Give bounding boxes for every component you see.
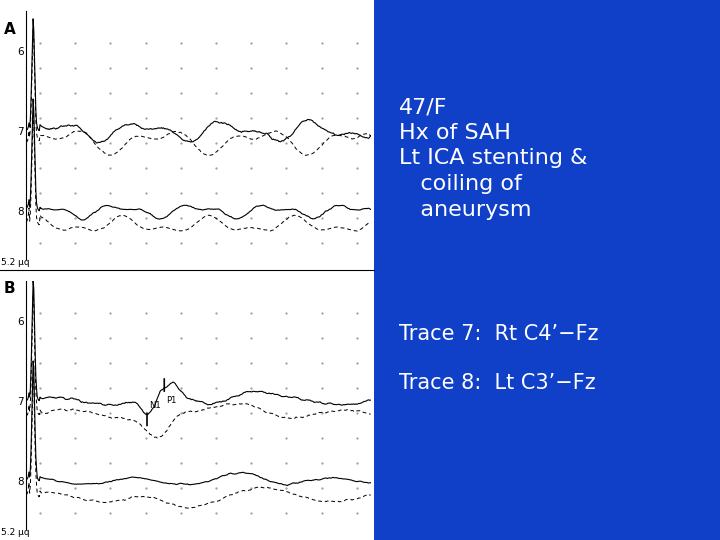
Text: Trace 8:  Lt C3’−Fz: Trace 8: Lt C3’−Fz	[399, 373, 595, 393]
Text: 5.2 μq: 5.2 μq	[1, 528, 30, 537]
Text: P1: P1	[166, 396, 176, 405]
Text: 5.2 μq: 5.2 μq	[1, 258, 30, 267]
Text: Trace 7:  Rt C4’−Fz: Trace 7: Rt C4’−Fz	[399, 324, 598, 344]
Text: 47/F
Hx of SAH
Lt ICA stenting &
   coiling of
   aneurysm: 47/F Hx of SAH Lt ICA stenting & coiling…	[399, 97, 587, 220]
Text: A: A	[4, 22, 15, 37]
Text: N1: N1	[149, 401, 161, 410]
Text: B: B	[4, 281, 15, 296]
